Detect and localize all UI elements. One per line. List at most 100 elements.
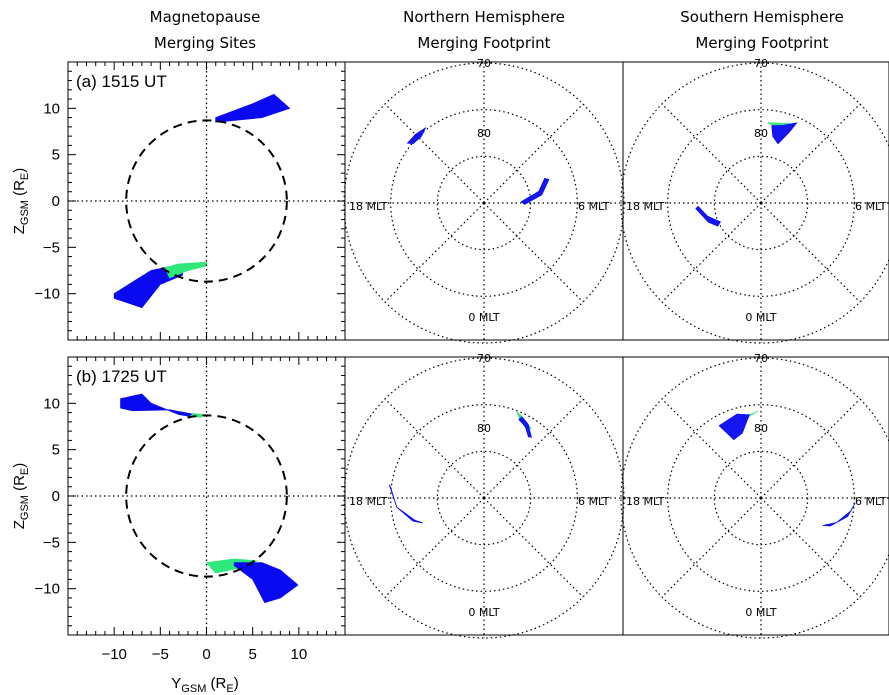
latitude-ring xyxy=(667,109,855,297)
latitude-ring xyxy=(390,109,578,297)
mlt-label-0: 0 MLT xyxy=(468,606,500,619)
column-headers: Magnetopause Merging Sites Northern Hemi… xyxy=(150,8,844,52)
mlt-label-18: 18 MLT xyxy=(626,200,665,213)
panel-frame xyxy=(622,61,889,341)
mlt-spoke xyxy=(384,398,485,499)
pole-dot xyxy=(759,496,763,500)
merging-region-blue xyxy=(120,393,195,418)
mlt-spoke xyxy=(661,398,762,499)
mlt-spoke xyxy=(483,497,584,598)
x-tick-label: 0 xyxy=(202,646,210,663)
y-tick-label: −5 xyxy=(43,534,60,551)
mlt-spoke xyxy=(661,497,762,598)
mlt-spoke xyxy=(760,398,861,499)
mlt-label-18: 18 MLT xyxy=(349,495,388,508)
merging-region-blue xyxy=(233,562,299,604)
footprint-region-blue xyxy=(388,484,423,524)
mlt-spoke xyxy=(483,202,584,303)
ring-label-80: 80 xyxy=(754,127,768,140)
y-tick-label: 5 xyxy=(52,442,60,459)
mlt-label-6: 6 MLT xyxy=(855,200,887,213)
footprint-region-blue xyxy=(718,413,750,441)
y-tick-label: 0 xyxy=(52,193,60,210)
magnetopause-circle xyxy=(125,119,288,283)
mlt-spoke xyxy=(760,202,861,303)
header-col1-line2: Merging Sites xyxy=(154,34,256,52)
merging-sites-panel-1: 10 5 0 −5 −10 −10 −5 0 5 10 YGSM (RE) (b) 1725 UT ZG… xyxy=(11,356,346,695)
pole-dot xyxy=(482,201,486,205)
mlt-spoke xyxy=(384,202,485,303)
latitude-ring xyxy=(713,155,809,251)
plot-layer: 10 5 0 −5 −10 (a) 1515 UT ZGSM (RE) 70 80 18 MLT 6… xyxy=(11,57,889,695)
southern-footprint-panel-1: 70 80 18 MLT 6 MLT 0 MLT xyxy=(620,352,889,639)
header-col3-line1: Southern Hemisphere xyxy=(680,8,843,26)
mlt-label-18: 18 MLT xyxy=(626,495,665,508)
mlt-spoke xyxy=(661,103,762,204)
ring-label-80: 80 xyxy=(477,127,491,140)
ring-label-70: 70 xyxy=(754,352,768,365)
southern-footprint-panel-0: 70 80 18 MLT 6 MLT 0 MLT xyxy=(620,57,889,344)
x-tick-label: −10 xyxy=(101,646,126,663)
mlt-spoke xyxy=(760,103,861,204)
panel-label: (b) 1725 UT xyxy=(76,367,167,386)
mlt-spoke xyxy=(384,103,485,204)
x-tick-label: −5 xyxy=(152,646,169,663)
y-axis-label: ZGSM (RE) xyxy=(11,168,31,235)
latitude-ring xyxy=(436,450,532,546)
panel-label: (a) 1515 UT xyxy=(76,72,167,91)
mlt-label-6: 6 MLT xyxy=(578,495,610,508)
footprint-region-blue xyxy=(695,205,721,227)
merging-sites-panel-0: 10 5 0 −5 −10 (a) 1515 UT ZGSM (RE) xyxy=(11,61,346,341)
northern-footprint-panel-1: 70 80 18 MLT 6 MLT 0 MLT xyxy=(343,352,625,639)
footprint-region-blue xyxy=(520,178,550,205)
y-tick-label: 0 xyxy=(52,488,60,505)
pole-dot xyxy=(759,201,763,205)
header-col1-line1: Magnetopause xyxy=(150,8,261,26)
header-col2-line2: Merging Footprint xyxy=(417,34,550,52)
y-tick-label: −10 xyxy=(35,581,60,598)
merging-region-blue xyxy=(113,263,183,309)
northern-footprint-panel-0: 70 80 18 MLT 6 MLT 0 MLT xyxy=(343,57,625,344)
ring-label-80: 80 xyxy=(477,422,491,435)
y-tick-label: −10 xyxy=(35,286,60,303)
ring-label-80: 80 xyxy=(754,422,768,435)
ring-label-70: 70 xyxy=(754,57,768,70)
y-tick-label: 10 xyxy=(43,100,60,117)
mlt-label-6: 6 MLT xyxy=(578,200,610,213)
footprint-region-blue xyxy=(771,122,798,145)
magnetopause-circle xyxy=(125,414,288,578)
y-axis-label: ZGSM (RE) xyxy=(11,463,31,530)
mlt-spoke xyxy=(760,497,861,598)
footprint-region-blue xyxy=(822,502,856,527)
mlt-label-0: 0 MLT xyxy=(745,606,777,619)
mlt-spoke xyxy=(661,202,762,303)
x-axis-label: YGSM (RE) xyxy=(171,675,238,695)
mlt-label-6: 6 MLT xyxy=(855,495,887,508)
x-tick-label: 10 xyxy=(290,646,307,663)
mlt-label-0: 0 MLT xyxy=(745,311,777,324)
pole-dot xyxy=(482,496,486,500)
panel-frame xyxy=(622,356,889,636)
mlt-spoke xyxy=(483,103,584,204)
footprint-region-blue xyxy=(406,126,427,145)
ring-label-70: 70 xyxy=(477,352,491,365)
mlt-spoke xyxy=(384,497,485,598)
mlt-label-0: 0 MLT xyxy=(468,311,500,324)
y-tick-label: −5 xyxy=(43,239,60,256)
latitude-ring xyxy=(667,404,855,592)
mlt-label-18: 18 MLT xyxy=(349,200,388,213)
x-tick-label: 5 xyxy=(248,646,256,663)
merging-region-green xyxy=(164,261,207,279)
footprint-region-blue xyxy=(518,416,532,438)
y-tick-label: 10 xyxy=(43,395,60,412)
y-tick-label: 5 xyxy=(52,147,60,164)
latitude-ring xyxy=(390,404,578,592)
ring-label-70: 70 xyxy=(477,57,491,70)
mlt-spoke xyxy=(483,398,584,499)
merging-region-blue xyxy=(215,93,291,123)
header-col2-line1: Northern Hemisphere xyxy=(403,8,565,26)
latitude-ring xyxy=(713,450,809,546)
header-col3-line2: Merging Footprint xyxy=(695,34,828,52)
latitude-ring xyxy=(436,155,532,251)
